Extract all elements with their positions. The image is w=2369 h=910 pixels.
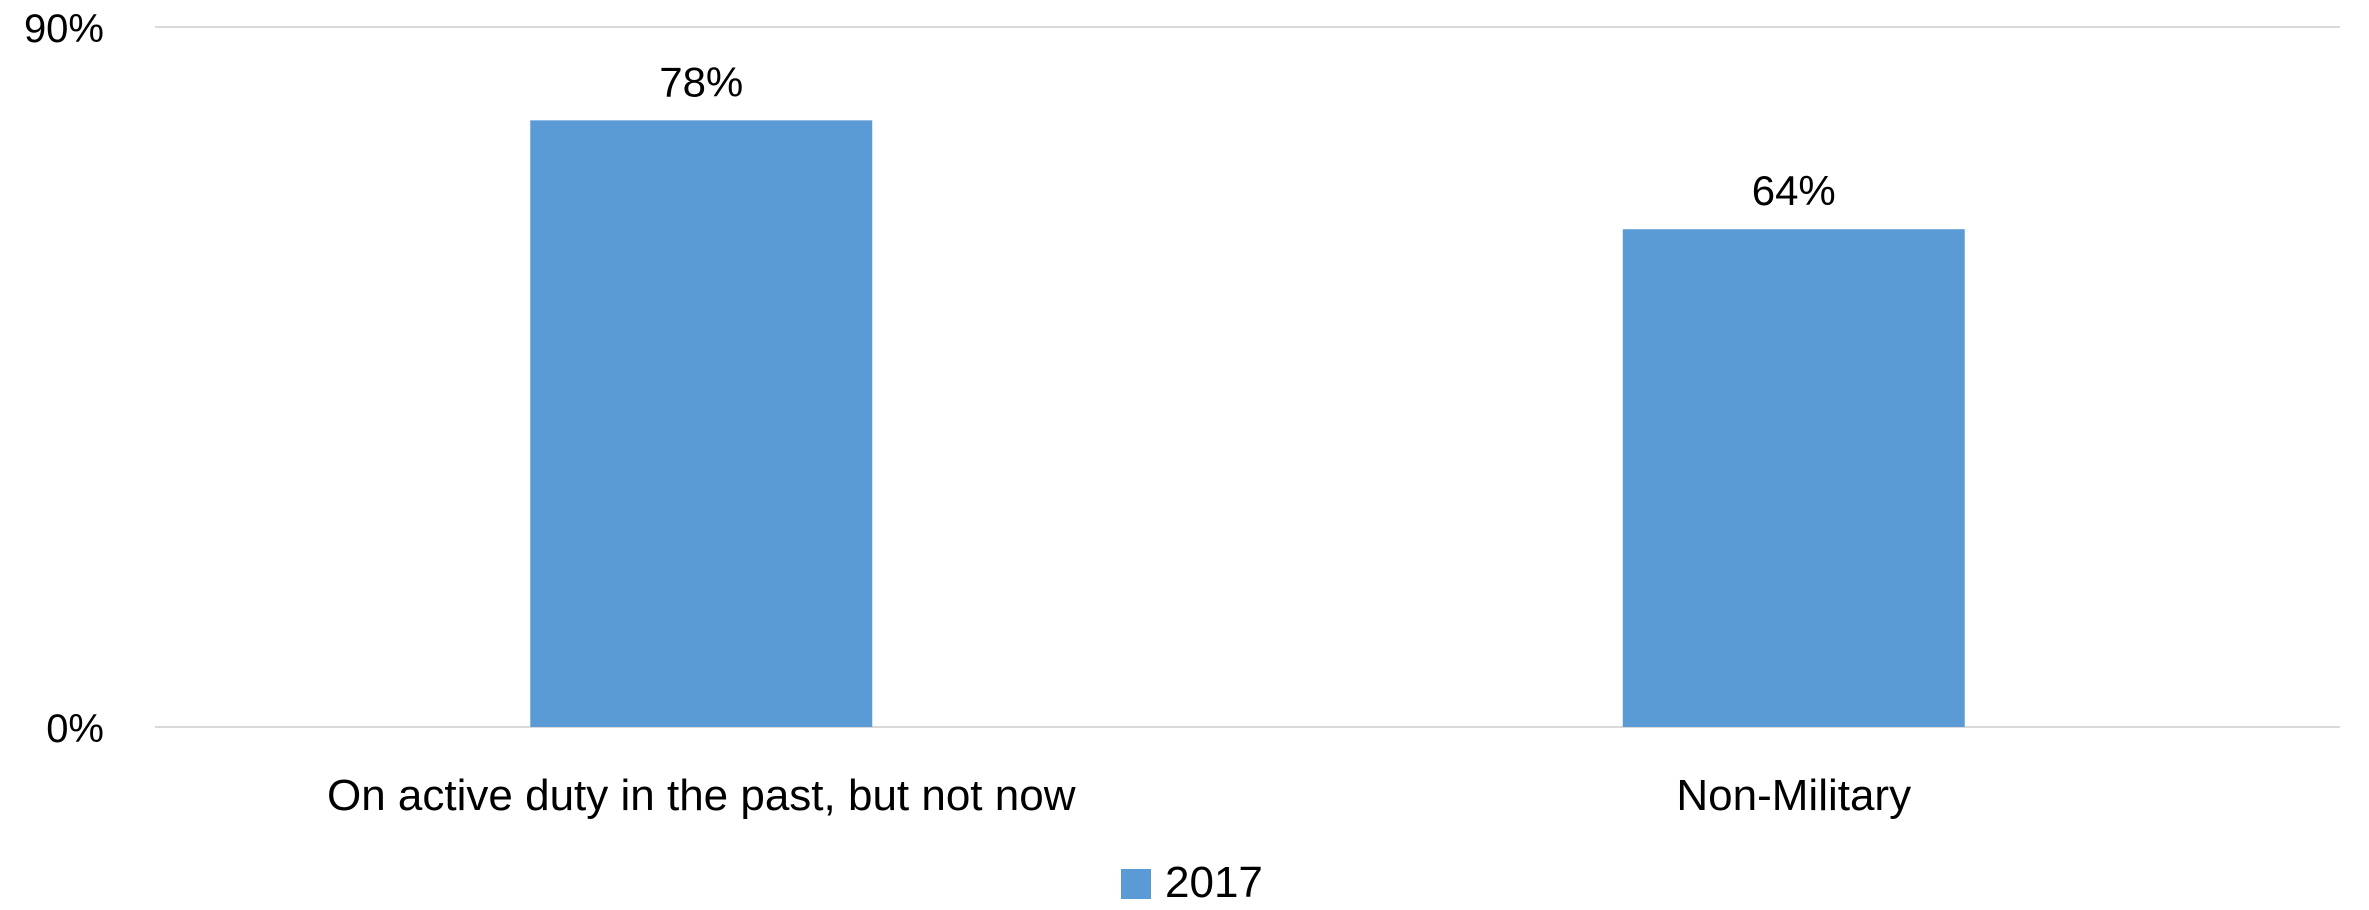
legend-swatch [1121, 869, 1151, 899]
legend-label: 2017 [1165, 858, 1263, 905]
bar-1 [1622, 229, 1965, 727]
gridlines [155, 26, 2340, 728]
y-tick-label-1: 90% [24, 7, 104, 51]
y-axis-ticks: 0% 90% [24, 7, 104, 751]
data-label-1: 64% [1752, 167, 1836, 214]
data-label-0: 78% [659, 58, 743, 105]
x-axis-ticks: On active duty in the past, but not now N… [327, 771, 1911, 820]
category-label-1: Non-Military [1676, 771, 1911, 820]
bar-0 [530, 120, 873, 728]
legend: 2017 [1121, 858, 1263, 907]
category-label-0: On active duty in the past, but not now [327, 771, 1076, 820]
data-labels: 78% 64% [659, 58, 1836, 214]
y-tick-label-0: 0% [46, 707, 104, 751]
bars [530, 120, 1965, 728]
